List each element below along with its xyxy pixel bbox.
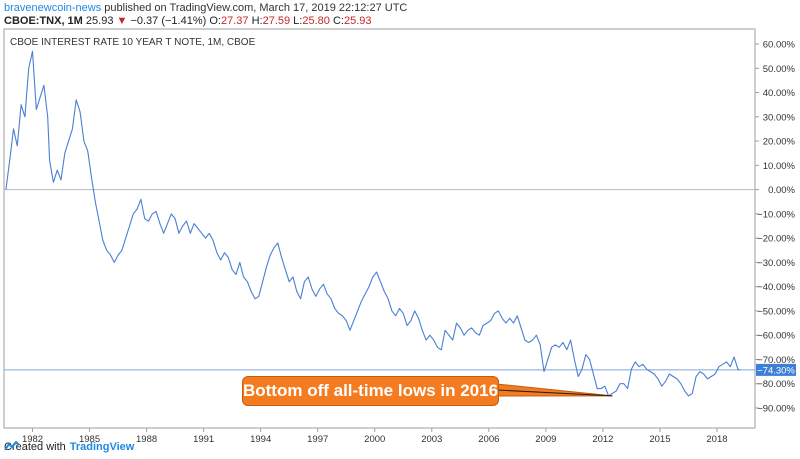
created-with-text: Created with	[4, 441, 66, 453]
last-value-badge-label: −74.30%	[757, 365, 795, 376]
y-tick-label: 0.00%	[768, 185, 795, 196]
y-tick-label: 20.00%	[763, 137, 796, 148]
x-tick-label: 1994	[250, 434, 271, 445]
x-tick-label: 2003	[421, 434, 442, 445]
published-text: published on TradingView.com, March 17, …	[104, 2, 408, 14]
tradingview-logo-icon	[4, 441, 20, 451]
y-tick-label: −60.00%	[757, 331, 795, 342]
high-label: H:	[251, 15, 263, 27]
x-tick-label: 2018	[706, 434, 727, 445]
open-label: O:	[209, 15, 221, 27]
x-tick-label: 2012	[592, 434, 613, 445]
y-tick-label: 60.00%	[763, 40, 796, 51]
y-tick-label: −40.00%	[757, 282, 795, 293]
y-tick-label: −20.00%	[757, 234, 795, 245]
y-tick-label: 40.00%	[763, 88, 796, 99]
x-tick-label: 1988	[136, 434, 157, 445]
x-tick-label: 2009	[535, 434, 556, 445]
y-tick-label: 50.00%	[763, 64, 796, 75]
last-value-badge	[756, 363, 796, 376]
publish-line: bravenewcoin-news published on TradingVi…	[4, 2, 407, 14]
last-price: 25.93	[85, 15, 114, 27]
low-value: 25.80	[302, 15, 330, 27]
callout-pointer	[496, 383, 613, 397]
symbol-quote-line: CBOE:TNX, 1M 25.93 ▼ −0.37 (−1.41%) O:27…	[4, 15, 371, 27]
author-link[interactable]: bravenewcoin-news	[4, 2, 102, 14]
y-tick-label: 30.00%	[763, 112, 796, 123]
callout-arrow-line	[496, 389, 613, 397]
footer-credit: Created with TradingView	[4, 441, 134, 453]
tradingview-brand-link[interactable]: TradingView	[69, 441, 135, 453]
close-label: C:	[332, 15, 344, 27]
high-value: 27.59	[262, 15, 291, 27]
series-line	[5, 50, 740, 397]
x-tick-label: 1991	[193, 434, 214, 445]
y-tick-label: −80.00%	[757, 379, 795, 390]
x-tick-label: 2006	[478, 434, 499, 445]
y-tick-label: −30.00%	[757, 258, 795, 269]
y-tick-label: −90.00%	[757, 404, 795, 415]
y-tick-label: 10.00%	[763, 161, 796, 172]
chart-title: CBOE INTEREST RATE 10 YEAR T NOTE, 1M, C…	[10, 37, 256, 48]
y-tick-label: −50.00%	[757, 306, 795, 317]
open-value: 27.37	[220, 15, 249, 27]
x-tick-label: 1982	[22, 434, 43, 445]
x-tick-label: 1997	[307, 434, 328, 445]
y-tick-label: −70.00%	[757, 355, 795, 366]
price-change: −0.37 (−1.41%)	[130, 15, 207, 27]
plot-frame	[3, 28, 756, 429]
close-value: 25.93	[343, 15, 372, 27]
x-tick-label: 2000	[364, 434, 385, 445]
x-tick-label: 2015	[649, 434, 670, 445]
symbol-label: CBOE:TNX, 1M	[4, 15, 83, 27]
y-tick-label: −10.00%	[757, 209, 795, 220]
annotation-callout: Bottom off all-time lows in 2016	[242, 376, 499, 406]
low-label: L:	[293, 15, 303, 27]
x-tick-label: 1985	[79, 434, 100, 445]
down-arrow-icon: ▼	[116, 15, 128, 27]
